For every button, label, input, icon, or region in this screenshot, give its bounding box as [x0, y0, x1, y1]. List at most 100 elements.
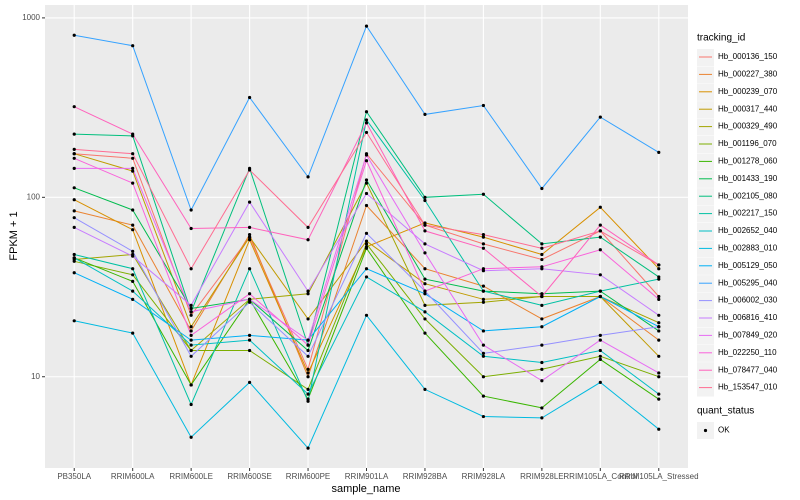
data-point	[540, 252, 544, 257]
data-point	[364, 242, 369, 246]
legend-key	[697, 118, 714, 136]
data-point	[481, 375, 486, 379]
data-point	[72, 156, 76, 160]
data-point	[247, 95, 252, 100]
data-point	[72, 209, 76, 213]
data-point	[72, 186, 76, 190]
data-point	[306, 348, 310, 353]
y-axis-title: FPKM + 1	[8, 211, 20, 260]
data-point	[481, 351, 486, 355]
data-point	[364, 130, 369, 135]
y-tick-label: 100	[27, 192, 41, 201]
data-point	[72, 147, 76, 151]
data-point	[364, 181, 369, 185]
data-point	[598, 235, 602, 239]
data-point	[72, 256, 76, 260]
legend-title: tracking_id	[697, 33, 745, 44]
data-point	[189, 303, 193, 307]
data-point	[306, 367, 310, 371]
data-point	[481, 300, 486, 304]
data-point	[247, 338, 252, 342]
data-point	[131, 249, 135, 253]
data-point	[598, 357, 602, 361]
data-point	[540, 186, 544, 191]
data-point	[481, 103, 486, 108]
legend-label: Hb_002652_040	[718, 226, 778, 235]
data-point	[598, 223, 602, 227]
data-point	[364, 275, 369, 279]
data-point	[306, 375, 310, 379]
data-point	[72, 132, 76, 136]
y-tick-label: 1000	[22, 13, 40, 22]
data-point	[364, 191, 369, 196]
data-point	[131, 228, 135, 232]
legend-label: Hb_001278_060	[718, 157, 778, 166]
data-point	[423, 331, 427, 335]
data-point	[72, 105, 76, 109]
x-tick-label: RRIM600LA	[111, 472, 155, 481]
data-point	[598, 333, 602, 337]
data-point	[247, 232, 252, 237]
legend-label: OK	[718, 426, 730, 435]
data-point	[131, 156, 135, 160]
legend-label: Hb_006002_030	[718, 296, 778, 305]
data-point	[131, 331, 135, 335]
data-point	[481, 242, 486, 246]
data-point	[364, 267, 369, 271]
data-point	[306, 292, 310, 296]
data-point	[657, 313, 661, 317]
data-point	[657, 338, 661, 342]
data-point	[657, 325, 661, 329]
data-point	[131, 181, 135, 185]
data-point	[189, 338, 193, 342]
data-point	[306, 399, 310, 403]
legend-label: Hb_005295_040	[718, 278, 778, 287]
x-tick-label: RRIM928LE	[520, 472, 564, 481]
data-point	[598, 294, 602, 299]
data-point	[481, 297, 486, 301]
legend-label: Hb_000317_440	[718, 104, 778, 113]
legend-label: Hb_000136_150	[718, 52, 778, 61]
x-axis-title: sample_name	[331, 483, 400, 495]
data-point	[131, 297, 135, 301]
data-point	[364, 313, 369, 317]
x-tick-label: RRIM105LA_Stressed	[619, 472, 699, 481]
data-point	[540, 246, 544, 250]
legend-label: Hb_001196_070	[718, 139, 777, 148]
data-point	[189, 226, 193, 231]
data-point	[72, 33, 76, 37]
data-point	[540, 317, 544, 321]
data-point	[72, 252, 76, 257]
data-point	[481, 246, 486, 250]
data-point	[247, 300, 252, 304]
data-point	[598, 229, 602, 233]
data-point	[72, 259, 76, 263]
data-point	[189, 313, 193, 317]
data-point	[423, 387, 427, 392]
data-point	[131, 289, 135, 293]
data-point	[131, 152, 135, 156]
data-point	[364, 118, 369, 122]
data-point	[481, 329, 486, 333]
data-point	[247, 380, 252, 384]
data-point	[306, 392, 310, 396]
data-point	[247, 168, 252, 172]
data-point	[72, 152, 76, 156]
data-point	[423, 292, 427, 296]
data-point	[481, 394, 486, 398]
legend-label: Hb_002105_080	[718, 191, 778, 200]
data-point	[423, 289, 427, 293]
data-point	[598, 348, 602, 353]
data-point	[72, 166, 76, 170]
data-point	[247, 225, 252, 229]
data-point	[540, 242, 544, 246]
data-point	[364, 24, 369, 28]
data-point	[131, 279, 135, 283]
data-point	[598, 338, 602, 342]
data-point	[131, 208, 135, 212]
data-point	[364, 246, 369, 250]
data-point	[306, 371, 310, 375]
data-point	[189, 383, 193, 387]
data-point	[364, 121, 369, 125]
data-point	[423, 195, 427, 199]
